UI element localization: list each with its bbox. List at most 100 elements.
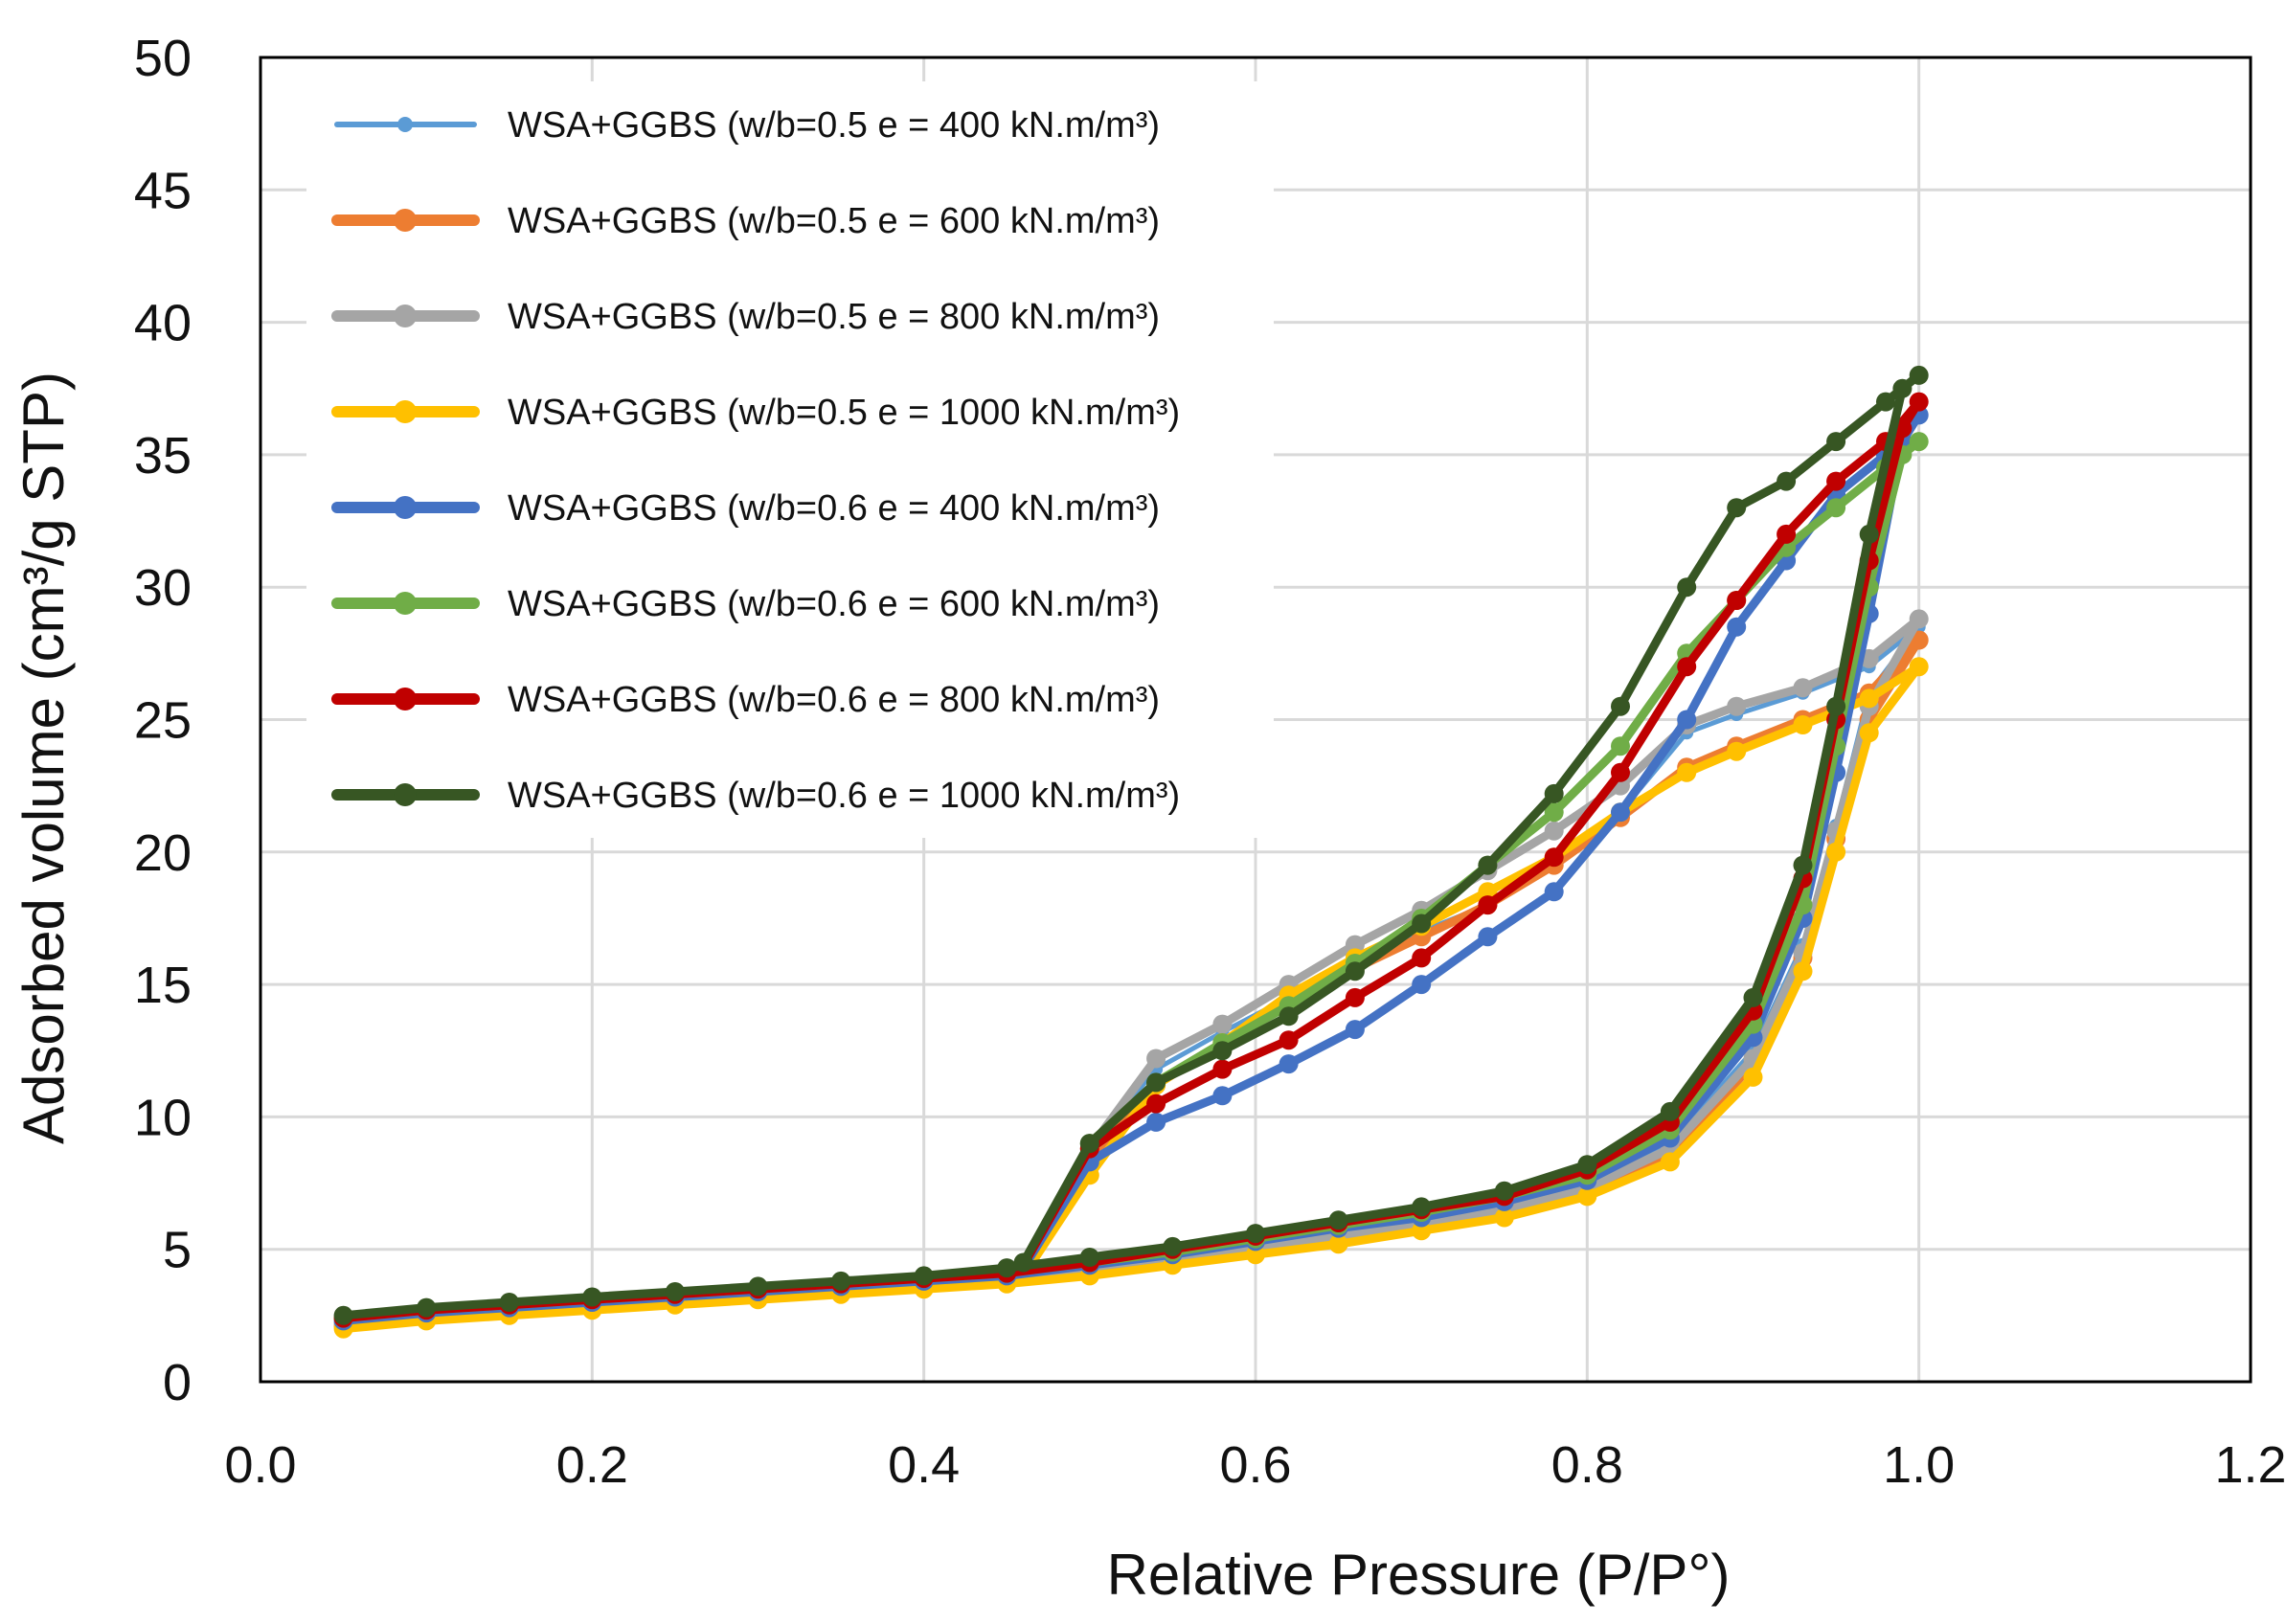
- legend-marker: [397, 117, 413, 132]
- legend-item: WSA+GGBS (w/b=0.5 e = 400 kN.m/m³): [334, 105, 1160, 146]
- legend-marker: [394, 592, 417, 615]
- tick-labels: 0 5 10 15 20 25 30 35 40 45 50 0.0 0.2 0.4 0.6 0.8 1.0 1.…: [134, 30, 2286, 1494]
- y-tick-label: 15: [134, 957, 192, 1014]
- data-point: [1345, 961, 1365, 981]
- legend-marker: [394, 496, 417, 519]
- data-point: [1079, 1134, 1099, 1154]
- legend-marker: [394, 400, 417, 423]
- data-point: [1246, 1245, 1265, 1265]
- data-point: [1859, 524, 1879, 544]
- y-tick-label: 35: [134, 427, 192, 485]
- data-point: [1212, 1086, 1233, 1106]
- y-tick-label: 40: [134, 295, 192, 352]
- data-point: [1660, 1101, 1680, 1121]
- legend-item: WSA+GGBS (w/b=0.6 e = 600 kN.m/m³): [331, 584, 1160, 624]
- data-point: [1412, 914, 1432, 934]
- legend-background: [306, 81, 1274, 838]
- data-point: [1793, 961, 1813, 981]
- data-point: [1146, 1072, 1166, 1093]
- data-point: [1345, 987, 1365, 1007]
- data-point: [1163, 1236, 1183, 1256]
- data-point: [1909, 392, 1929, 412]
- data-point: [1859, 688, 1879, 709]
- data-point: [1146, 1112, 1166, 1132]
- data-point: [1677, 710, 1697, 730]
- data-point: [1013, 1252, 1033, 1273]
- data-point: [1611, 736, 1630, 756]
- legend-marker: [394, 209, 417, 232]
- data-point: [1677, 657, 1697, 677]
- data-point: [1412, 975, 1432, 995]
- x-tick-label: 0.2: [556, 1436, 628, 1494]
- data-point: [1826, 842, 1846, 862]
- data-point: [1876, 392, 1895, 412]
- data-point: [1494, 1207, 1514, 1228]
- legend-item: WSA+GGBS (w/b=0.5 e = 1000 kN.m/m³): [331, 393, 1180, 433]
- legend-item: WSA+GGBS (w/b=0.6 e = 400 kN.m/m³): [331, 488, 1160, 529]
- data-point: [1793, 678, 1813, 698]
- data-point: [1743, 987, 1763, 1007]
- series-line: [339, 371, 1924, 1320]
- data-point: [1743, 1067, 1763, 1087]
- data-point: [417, 1297, 437, 1318]
- data-point: [1826, 696, 1846, 716]
- legend-label: WSA+GGBS (w/b=0.6 e = 1000 kN.m/m³): [508, 776, 1180, 816]
- data-point: [1412, 1197, 1432, 1217]
- data-point: [1279, 1030, 1299, 1050]
- y-axis-title: Adsorbed volume (cm³/g STP): [11, 372, 76, 1144]
- y-tick-label: 0: [163, 1354, 192, 1411]
- data-point: [1793, 715, 1813, 734]
- data-point: [1611, 802, 1630, 823]
- legend-label: WSA+GGBS (w/b=0.6 e = 800 kN.m/m³): [508, 680, 1160, 720]
- x-tick-label: 1.2: [2214, 1436, 2286, 1494]
- data-point: [997, 1258, 1017, 1278]
- data-point: [1246, 1224, 1265, 1244]
- data-point: [1909, 609, 1929, 629]
- data-point: [1544, 847, 1564, 868]
- data-point: [1478, 895, 1498, 915]
- data-point: [1611, 696, 1630, 716]
- data-point: [1727, 591, 1747, 610]
- legend-label: WSA+GGBS (w/b=0.5 e = 600 kN.m/m³): [508, 201, 1160, 241]
- data-point: [1212, 1041, 1233, 1061]
- data-point: [499, 1293, 519, 1312]
- x-tick-label: 0.8: [1551, 1436, 1623, 1494]
- data-point: [1727, 696, 1747, 716]
- plot-frame: [259, 56, 2252, 1384]
- series-layer: [333, 365, 1929, 1339]
- data-point: [1577, 1186, 1597, 1207]
- x-tick-label: 1.0: [1883, 1436, 1955, 1494]
- x-axis-title: Relative Pressure (P/P°): [1107, 1543, 1731, 1607]
- legend-marker: [394, 783, 417, 806]
- data-point: [1826, 498, 1846, 518]
- data-point: [1478, 855, 1498, 875]
- data-point: [1859, 723, 1879, 743]
- legend-marker: [394, 304, 417, 327]
- data-point: [1212, 1059, 1233, 1079]
- data-point: [1544, 821, 1564, 841]
- legend-label: WSA+GGBS (w/b=0.5 e = 1000 kN.m/m³): [508, 393, 1180, 433]
- data-point: [1212, 1014, 1233, 1034]
- data-point: [831, 1271, 851, 1291]
- y-tick-label: 25: [134, 692, 192, 750]
- data-point: [1909, 365, 1929, 385]
- data-point: [1478, 927, 1498, 947]
- y-tick-label: 45: [134, 162, 192, 219]
- data-point: [914, 1266, 934, 1286]
- legend-label: WSA+GGBS (w/b=0.6 e = 600 kN.m/m³): [508, 584, 1160, 624]
- data-point: [1544, 783, 1564, 803]
- data-point: [1412, 1221, 1432, 1241]
- data-point: [748, 1276, 768, 1297]
- data-point: [1577, 1155, 1597, 1175]
- data-point: [1793, 855, 1813, 875]
- data-point: [1826, 432, 1846, 452]
- data-point: [1412, 948, 1432, 968]
- data-point: [1544, 882, 1564, 902]
- legend-label: WSA+GGBS (w/b=0.5 e = 800 kN.m/m³): [508, 297, 1160, 337]
- data-point: [1909, 432, 1929, 452]
- data-point: [1494, 1181, 1514, 1201]
- series-8: [333, 365, 1929, 1325]
- legend-item: WSA+GGBS (w/b=0.5 e = 800 kN.m/m³): [331, 297, 1160, 337]
